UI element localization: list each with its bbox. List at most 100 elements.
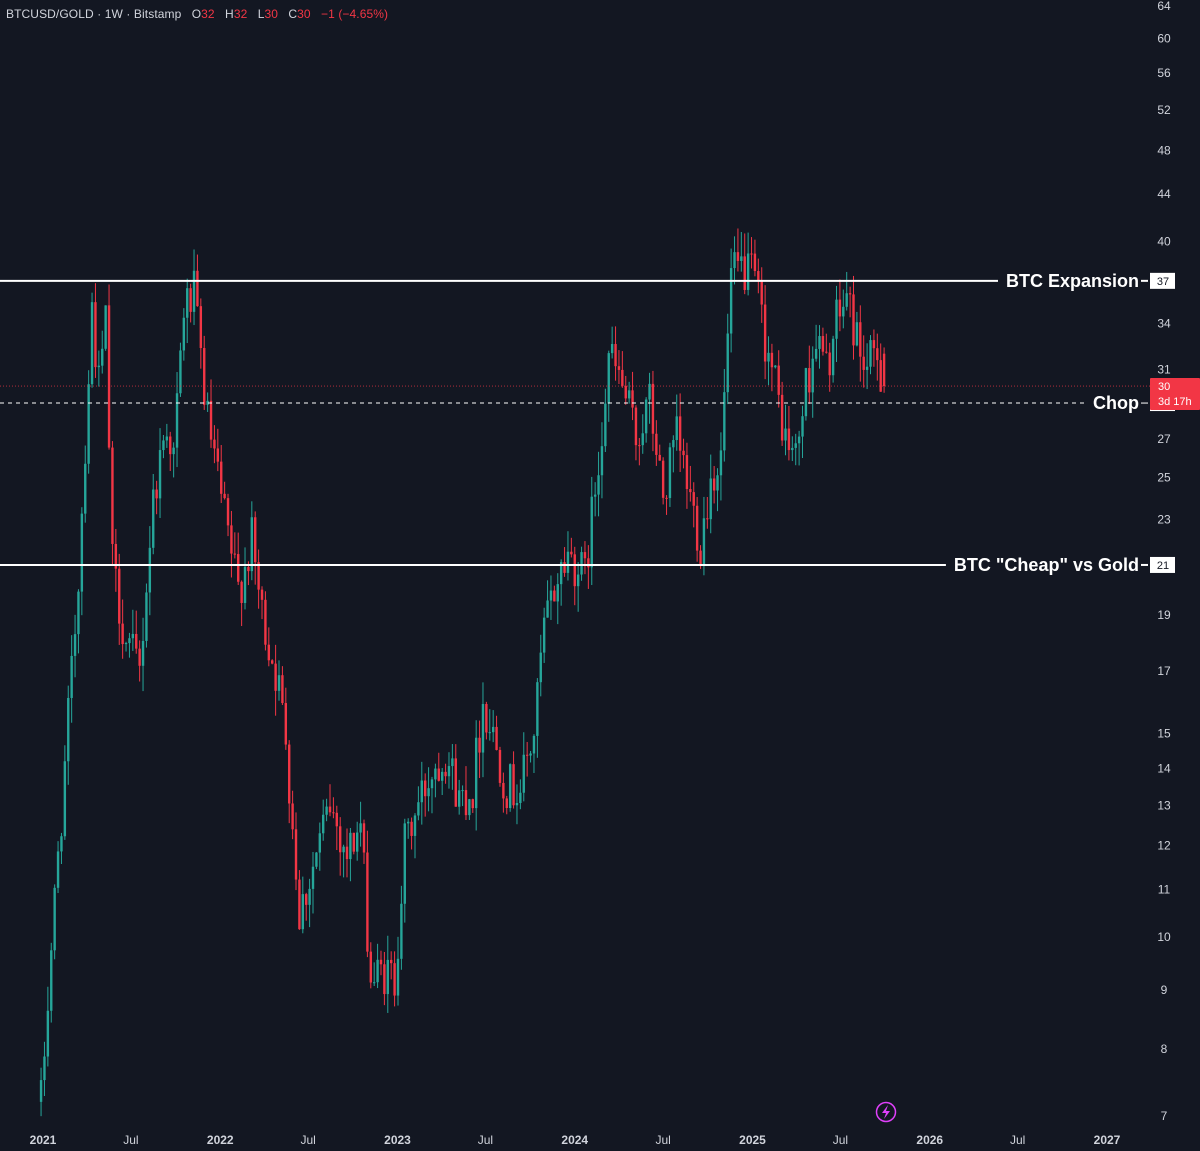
candle: [325, 798, 328, 822]
candle: [695, 497, 699, 562]
candle: [73, 614, 77, 678]
candle: [423, 773, 427, 817]
x-axis[interactable]: 2021 Jul 2022 Jul 2023 Jul 2024 Jul 2025 Jul 2026 J…: [30, 1133, 1121, 1147]
candle: [220, 445, 223, 503]
candle: [760, 267, 763, 323]
candle: [257, 549, 260, 609]
candle: [352, 832, 355, 855]
candle: [604, 388, 607, 452]
candle: [67, 685, 70, 785]
candle: [315, 852, 318, 870]
candle: [845, 271, 848, 311]
candle: [468, 798, 471, 820]
candle: [277, 660, 281, 701]
candle: [685, 442, 689, 509]
lightning-icon[interactable]: [875, 1101, 897, 1123]
last-price-countdown: 3d 17h: [1158, 396, 1192, 408]
candle: [879, 343, 882, 392]
candle: [165, 423, 169, 448]
candle: [689, 465, 692, 502]
candle: [274, 644, 277, 716]
candle: [155, 480, 158, 515]
candle: [318, 822, 322, 871]
y-tick-label: 17: [1157, 664, 1171, 678]
candle: [743, 233, 746, 295]
candle: [814, 324, 818, 362]
candle: [593, 482, 597, 517]
candle: [872, 329, 876, 367]
level-btc-cheap-vs-gold[interactable]: BTC "Cheap" vs Gold 21: [0, 555, 1175, 575]
x-tick-label: 2025: [739, 1133, 766, 1147]
candle: [260, 586, 264, 620]
candle: [723, 369, 726, 462]
candle: [624, 375, 627, 405]
candle: [237, 532, 240, 585]
x-tick-label: 2021: [30, 1133, 57, 1147]
x-tick-label: 2022: [207, 1133, 234, 1147]
candle: [444, 763, 447, 784]
candle: [393, 951, 396, 1007]
candle: [855, 311, 859, 347]
candle: [355, 821, 359, 861]
candle: [791, 436, 794, 462]
candle: [243, 547, 247, 610]
candle: [124, 641, 128, 652]
y-tick-label: 10: [1157, 930, 1171, 944]
candle: [349, 827, 352, 882]
y-tick-label: 23: [1157, 512, 1171, 526]
y-tick-label: 11: [1158, 882, 1171, 896]
candle: [434, 763, 437, 798]
y-tick-label: 13: [1157, 798, 1171, 812]
candle: [784, 404, 787, 456]
interval-label[interactable]: 1W: [104, 7, 123, 21]
candle: [587, 545, 590, 589]
candle: [804, 367, 808, 421]
candle: [808, 345, 811, 404]
symbol-name[interactable]: BTCUSD/GOLD: [6, 7, 94, 21]
y-tick-label: 52: [1157, 103, 1171, 117]
candle: [658, 444, 661, 461]
y-tick-label: 25: [1157, 470, 1171, 484]
y-tick-label: 48: [1157, 143, 1171, 157]
candle: [797, 430, 801, 466]
candle: [576, 562, 580, 612]
candle: [583, 541, 587, 575]
open-label: O: [191, 7, 202, 21]
candle: [46, 986, 50, 1067]
candle: [627, 381, 631, 404]
candle: [189, 283, 192, 323]
candle: [692, 482, 695, 528]
candle: [631, 371, 634, 421]
candle: [512, 751, 515, 809]
candle: [729, 248, 733, 353]
candle: [213, 425, 216, 464]
candle: [447, 752, 451, 789]
candle: [638, 437, 641, 466]
candle: [288, 740, 291, 824]
candle: [852, 275, 855, 360]
y-tick-label: 9: [1161, 983, 1168, 997]
candle: [379, 950, 383, 976]
candle: [825, 333, 828, 354]
candle: [525, 741, 529, 777]
candle: [267, 627, 271, 667]
x-tick-label: Jul: [300, 1133, 315, 1147]
candle: [672, 435, 675, 473]
y-axis[interactable]: 7 8 9 10 11 12 13 14 15 17 19 23 25 27 31 34 40 44 48 52 56 6…: [1157, 0, 1171, 1123]
level-label: BTC Expansion: [1006, 271, 1139, 291]
candle: [417, 786, 420, 821]
candle: [332, 797, 335, 819]
candle: [145, 583, 148, 648]
level-btc-expansion[interactable]: BTC Expansion 37: [0, 271, 1175, 291]
candle: [736, 228, 740, 272]
y-tick-label: 12: [1157, 839, 1171, 853]
candle: [617, 350, 621, 385]
candle: [230, 510, 233, 578]
candle: [128, 632, 131, 658]
candle: [223, 481, 226, 500]
candle: [682, 438, 685, 469]
candle: [678, 393, 682, 473]
candle: [396, 936, 400, 1006]
